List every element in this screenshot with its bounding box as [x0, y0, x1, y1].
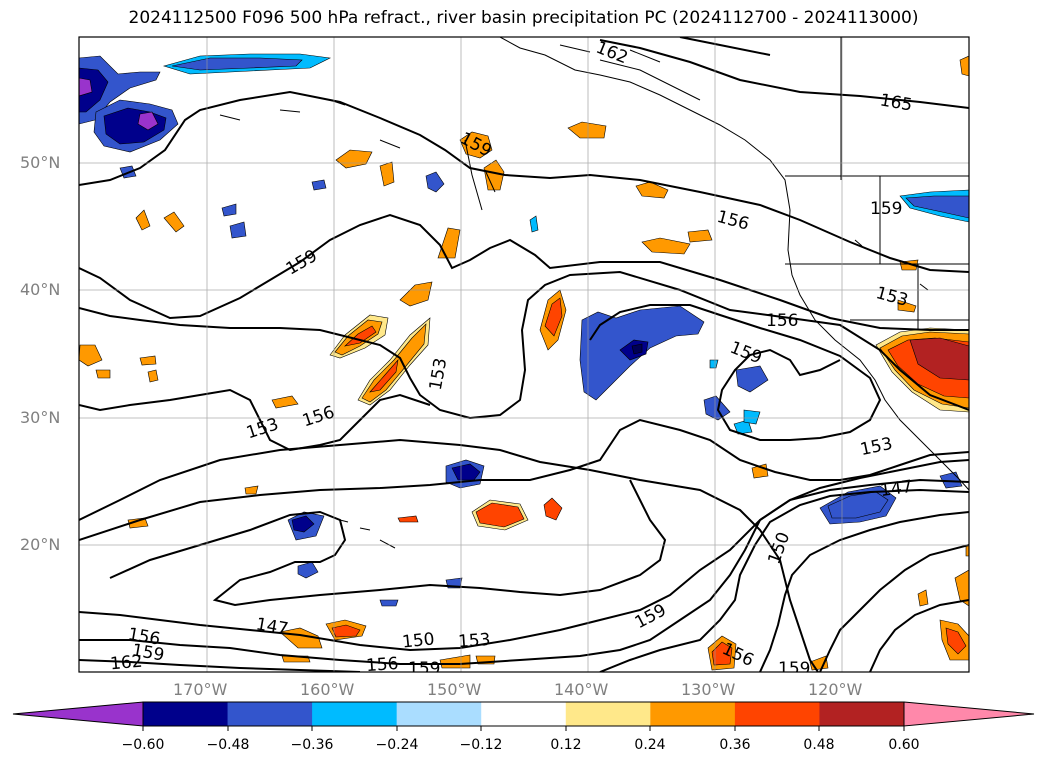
colorbar-tick-label: −0.36: [290, 737, 334, 753]
colorbar-bins: [143, 702, 905, 726]
colorbar-bin: [312, 702, 398, 726]
contour-label: 162: [109, 652, 143, 675]
contour-label: 147: [879, 477, 914, 501]
colorbar-bin: [481, 702, 567, 726]
colorbar-tick-label: −0.12: [459, 737, 503, 753]
latitude-label: 50°N: [20, 153, 61, 172]
longitude-label: 160°W: [300, 680, 355, 699]
colorbar-bin: [819, 702, 905, 726]
graticule: [79, 37, 969, 672]
contour-label: 159: [408, 659, 440, 679]
colorbar-tick-label: 0.36: [719, 737, 751, 753]
longitude-label: 130°W: [681, 680, 736, 699]
colorbar-tick-label: 0.24: [634, 737, 666, 753]
longitude-label: 120°W: [808, 680, 863, 699]
contour-label: 156: [766, 311, 798, 331]
negative-anomaly-areas: [79, 53, 969, 607]
contour-label: 159: [778, 659, 810, 679]
contour-label: 156: [365, 654, 399, 676]
longitude-label: 170°W: [173, 680, 228, 699]
refractivity-contours: [79, 37, 969, 672]
contour-label: 150: [401, 629, 435, 652]
colorbar-over-arrow: [903, 701, 1035, 727]
colorbar-tick-label: −0.24: [375, 737, 419, 753]
contour-label: 153: [457, 630, 491, 652]
longitude-label: 140°W: [554, 680, 609, 699]
map-panel: 162 165 159 159 159 156 153 156 159 153 …: [79, 37, 969, 679]
colorbar-bin: [143, 702, 229, 726]
coastlines: [219, 37, 969, 672]
colorbar-tick-label: 0.48: [803, 737, 835, 753]
map-title: 2024112500 F096 500 hPa refract., river …: [128, 8, 919, 28]
colorbar-bin: [734, 702, 820, 726]
colorbar-ticks: [142, 726, 905, 731]
colorbar-under-arrow: [12, 701, 144, 727]
contour-label: 159: [870, 199, 902, 219]
colorbar-tick-label: 0.12: [550, 737, 582, 753]
colorbar-bin: [650, 702, 736, 726]
latitude-label: 20°N: [20, 535, 61, 554]
latitude-label: 40°N: [20, 280, 61, 299]
colorbar-tick-label: −0.60: [121, 737, 165, 753]
longitude-label: 150°W: [427, 680, 482, 699]
contour-labels: 162 165 159 159 159 156 153 156 159 153 …: [109, 38, 914, 679]
colorbar-bin: [227, 702, 313, 726]
map-frame: [78, 36, 970, 673]
latitude-label: 30°N: [20, 408, 61, 427]
colorbar-tick-label: 0.60: [888, 737, 920, 753]
colorbar-tick-label: −0.48: [206, 737, 250, 753]
colorbar-bin: [396, 702, 482, 726]
positive-anomaly-areas: [79, 55, 969, 671]
colorbar-bin: [565, 702, 651, 726]
colorbar: [12, 701, 1035, 731]
